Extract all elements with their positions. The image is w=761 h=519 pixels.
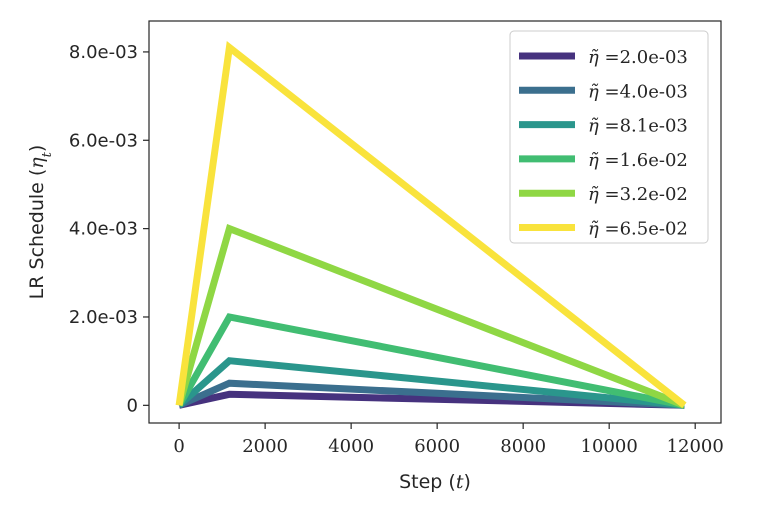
y-tick-label: 4.0e-03: [69, 219, 138, 240]
x-tick-label: 8000: [500, 436, 546, 457]
y-tick-label: 0: [127, 395, 138, 416]
series-line-4: [176, 313, 686, 409]
y-axis-label: LR Schedule (ηt): [26, 145, 55, 300]
series-lines: [175, 40, 687, 409]
series-line-3: [176, 357, 685, 409]
series-line-6: [175, 40, 687, 409]
legend-entry-label: η̃ =2.0e-03: [588, 47, 688, 68]
plot-frame: [148, 20, 722, 424]
x-tick-label: 4000: [328, 436, 374, 457]
y-tick-label: 8.0e-03: [69, 42, 138, 63]
legend: η̃ =2.0e-03 η̃ =4.0e-03 η̃ =8.1e-03 η̃ =1.6…: [509, 30, 709, 244]
x-tick-label: 2000: [242, 436, 288, 457]
y-tick-label: 6.0e-03: [69, 130, 138, 151]
x-axis-label: Step (t): [399, 471, 471, 493]
legend-entry-label: η̃ =8.1e-03: [588, 116, 688, 137]
series-line-5: [175, 223, 686, 409]
series-line-2: [177, 379, 685, 409]
x-axis-ticks: 0 2000 4000 6000 8000 10000 12000: [173, 423, 724, 457]
y-axis-ticks: 0 2.0e-03 4.0e-03 6.0e-03 8.0e-03: [69, 42, 149, 416]
legend-entry-label: η̃ =3.2e-02: [588, 184, 688, 205]
x-tick-label: 10000: [581, 436, 638, 457]
legend-entry-label: η̃ =6.5e-02: [588, 219, 688, 240]
legend-entry-label: η̃ =4.0e-03: [588, 81, 688, 102]
x-tick-label: 0: [173, 436, 184, 457]
y-tick-label: 2.0e-03: [69, 307, 138, 328]
legend-entry-label: η̃ =1.6e-02: [588, 150, 688, 171]
x-tick-label: 12000: [667, 436, 724, 457]
x-tick-label: 6000: [414, 436, 460, 457]
